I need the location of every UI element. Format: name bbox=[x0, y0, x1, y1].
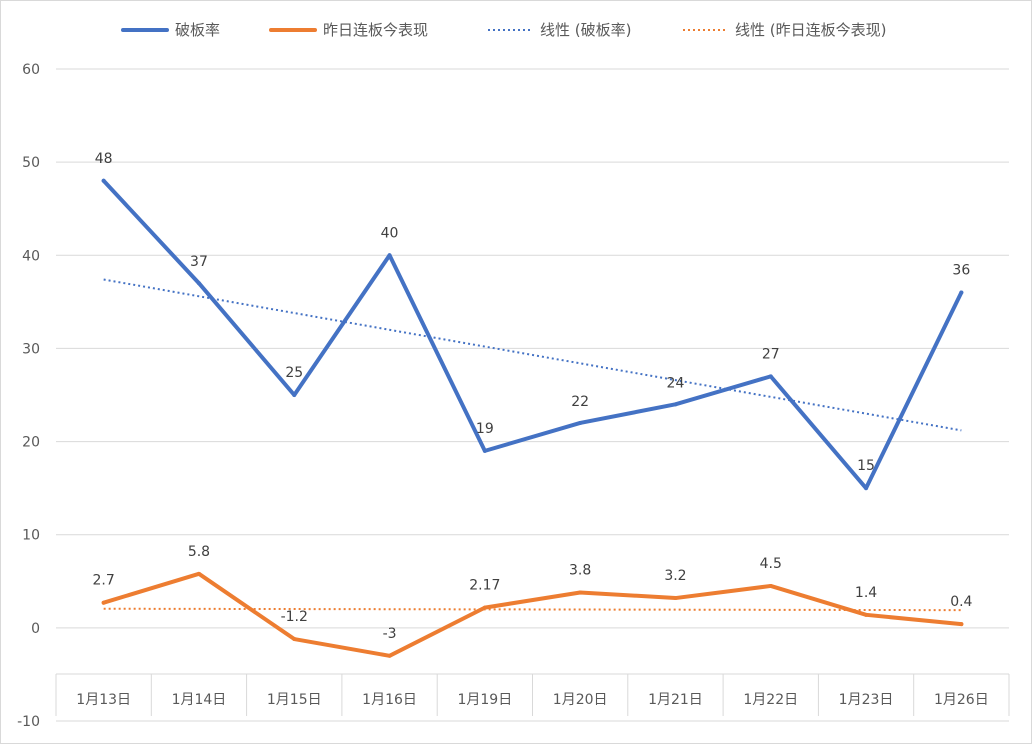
data-label: 25 bbox=[285, 365, 303, 381]
x-tick-label: 1月26日 bbox=[934, 692, 989, 708]
data-point bbox=[101, 178, 106, 183]
x-tick-label: 1月16日 bbox=[362, 692, 417, 708]
data-label: 37 bbox=[190, 254, 208, 270]
data-point bbox=[578, 420, 583, 425]
data-label: 40 bbox=[381, 225, 399, 241]
data-point bbox=[482, 448, 487, 453]
data-label: 48 bbox=[95, 151, 113, 167]
legend-label: 线性 (破板率) bbox=[540, 21, 631, 39]
x-tick-label: 1月14日 bbox=[172, 692, 227, 708]
y-tick-label: 20 bbox=[22, 435, 40, 451]
legend-label: 线性 (昨日连板今表现) bbox=[735, 21, 886, 39]
series-line bbox=[101, 178, 964, 491]
data-point bbox=[864, 486, 869, 491]
y-tick-label: 10 bbox=[22, 528, 40, 544]
data-label: 24 bbox=[667, 375, 685, 391]
data-point bbox=[101, 600, 106, 605]
data-label: 0.4 bbox=[950, 594, 972, 610]
data-point bbox=[768, 374, 773, 379]
x-tick-label: 1月19日 bbox=[457, 692, 512, 708]
data-label: 3.2 bbox=[664, 568, 686, 584]
legend-label: 昨日连板今表现 bbox=[323, 21, 428, 39]
data-label: -1.2 bbox=[281, 609, 308, 625]
data-label: 22 bbox=[571, 394, 589, 410]
trendline bbox=[103, 278, 962, 432]
data-label: 2.17 bbox=[469, 578, 500, 594]
legend-label: 破板率 bbox=[175, 21, 220, 39]
y-tick-label: 30 bbox=[22, 341, 40, 357]
y-tick-label: -10 bbox=[17, 714, 40, 730]
data-point bbox=[387, 653, 392, 658]
data-label: 36 bbox=[952, 263, 970, 279]
data-label: 1.4 bbox=[855, 585, 877, 601]
data-label: 5.8 bbox=[188, 544, 210, 560]
x-tick-label: 1月22日 bbox=[743, 692, 798, 708]
data-label: -3 bbox=[383, 626, 397, 642]
data-point bbox=[292, 393, 297, 397]
data-point bbox=[387, 253, 392, 258]
x-tick-label: 1月13日 bbox=[76, 692, 131, 708]
data-label: 2.7 bbox=[93, 573, 115, 589]
data-label: 3.8 bbox=[569, 562, 591, 578]
data-label: 27 bbox=[762, 346, 780, 362]
data-label: 19 bbox=[476, 421, 494, 437]
y-tick-label: 0 bbox=[31, 621, 40, 637]
y-tick-label: 40 bbox=[22, 248, 40, 264]
data-point bbox=[959, 290, 964, 295]
x-tick-label: 1月23日 bbox=[839, 692, 894, 708]
data-point bbox=[292, 637, 297, 642]
x-tick-label: 1月20日 bbox=[553, 692, 608, 708]
data-point bbox=[959, 622, 964, 627]
data-label: 4.5 bbox=[760, 556, 782, 572]
data-point bbox=[578, 590, 583, 595]
data-point bbox=[482, 605, 487, 610]
data-point bbox=[196, 571, 201, 576]
x-tick-label: 1月21日 bbox=[648, 692, 703, 708]
y-tick-label: 60 bbox=[22, 62, 40, 78]
trendline bbox=[103, 607, 962, 612]
series-line bbox=[101, 571, 964, 658]
x-tick-label: 1月15日 bbox=[267, 692, 322, 708]
data-point bbox=[673, 596, 678, 601]
data-point bbox=[673, 402, 678, 407]
data-point bbox=[196, 281, 201, 286]
data-point bbox=[768, 583, 773, 588]
data-label: 15 bbox=[857, 458, 875, 474]
data-point bbox=[864, 612, 869, 617]
y-tick-label: 50 bbox=[22, 155, 40, 171]
